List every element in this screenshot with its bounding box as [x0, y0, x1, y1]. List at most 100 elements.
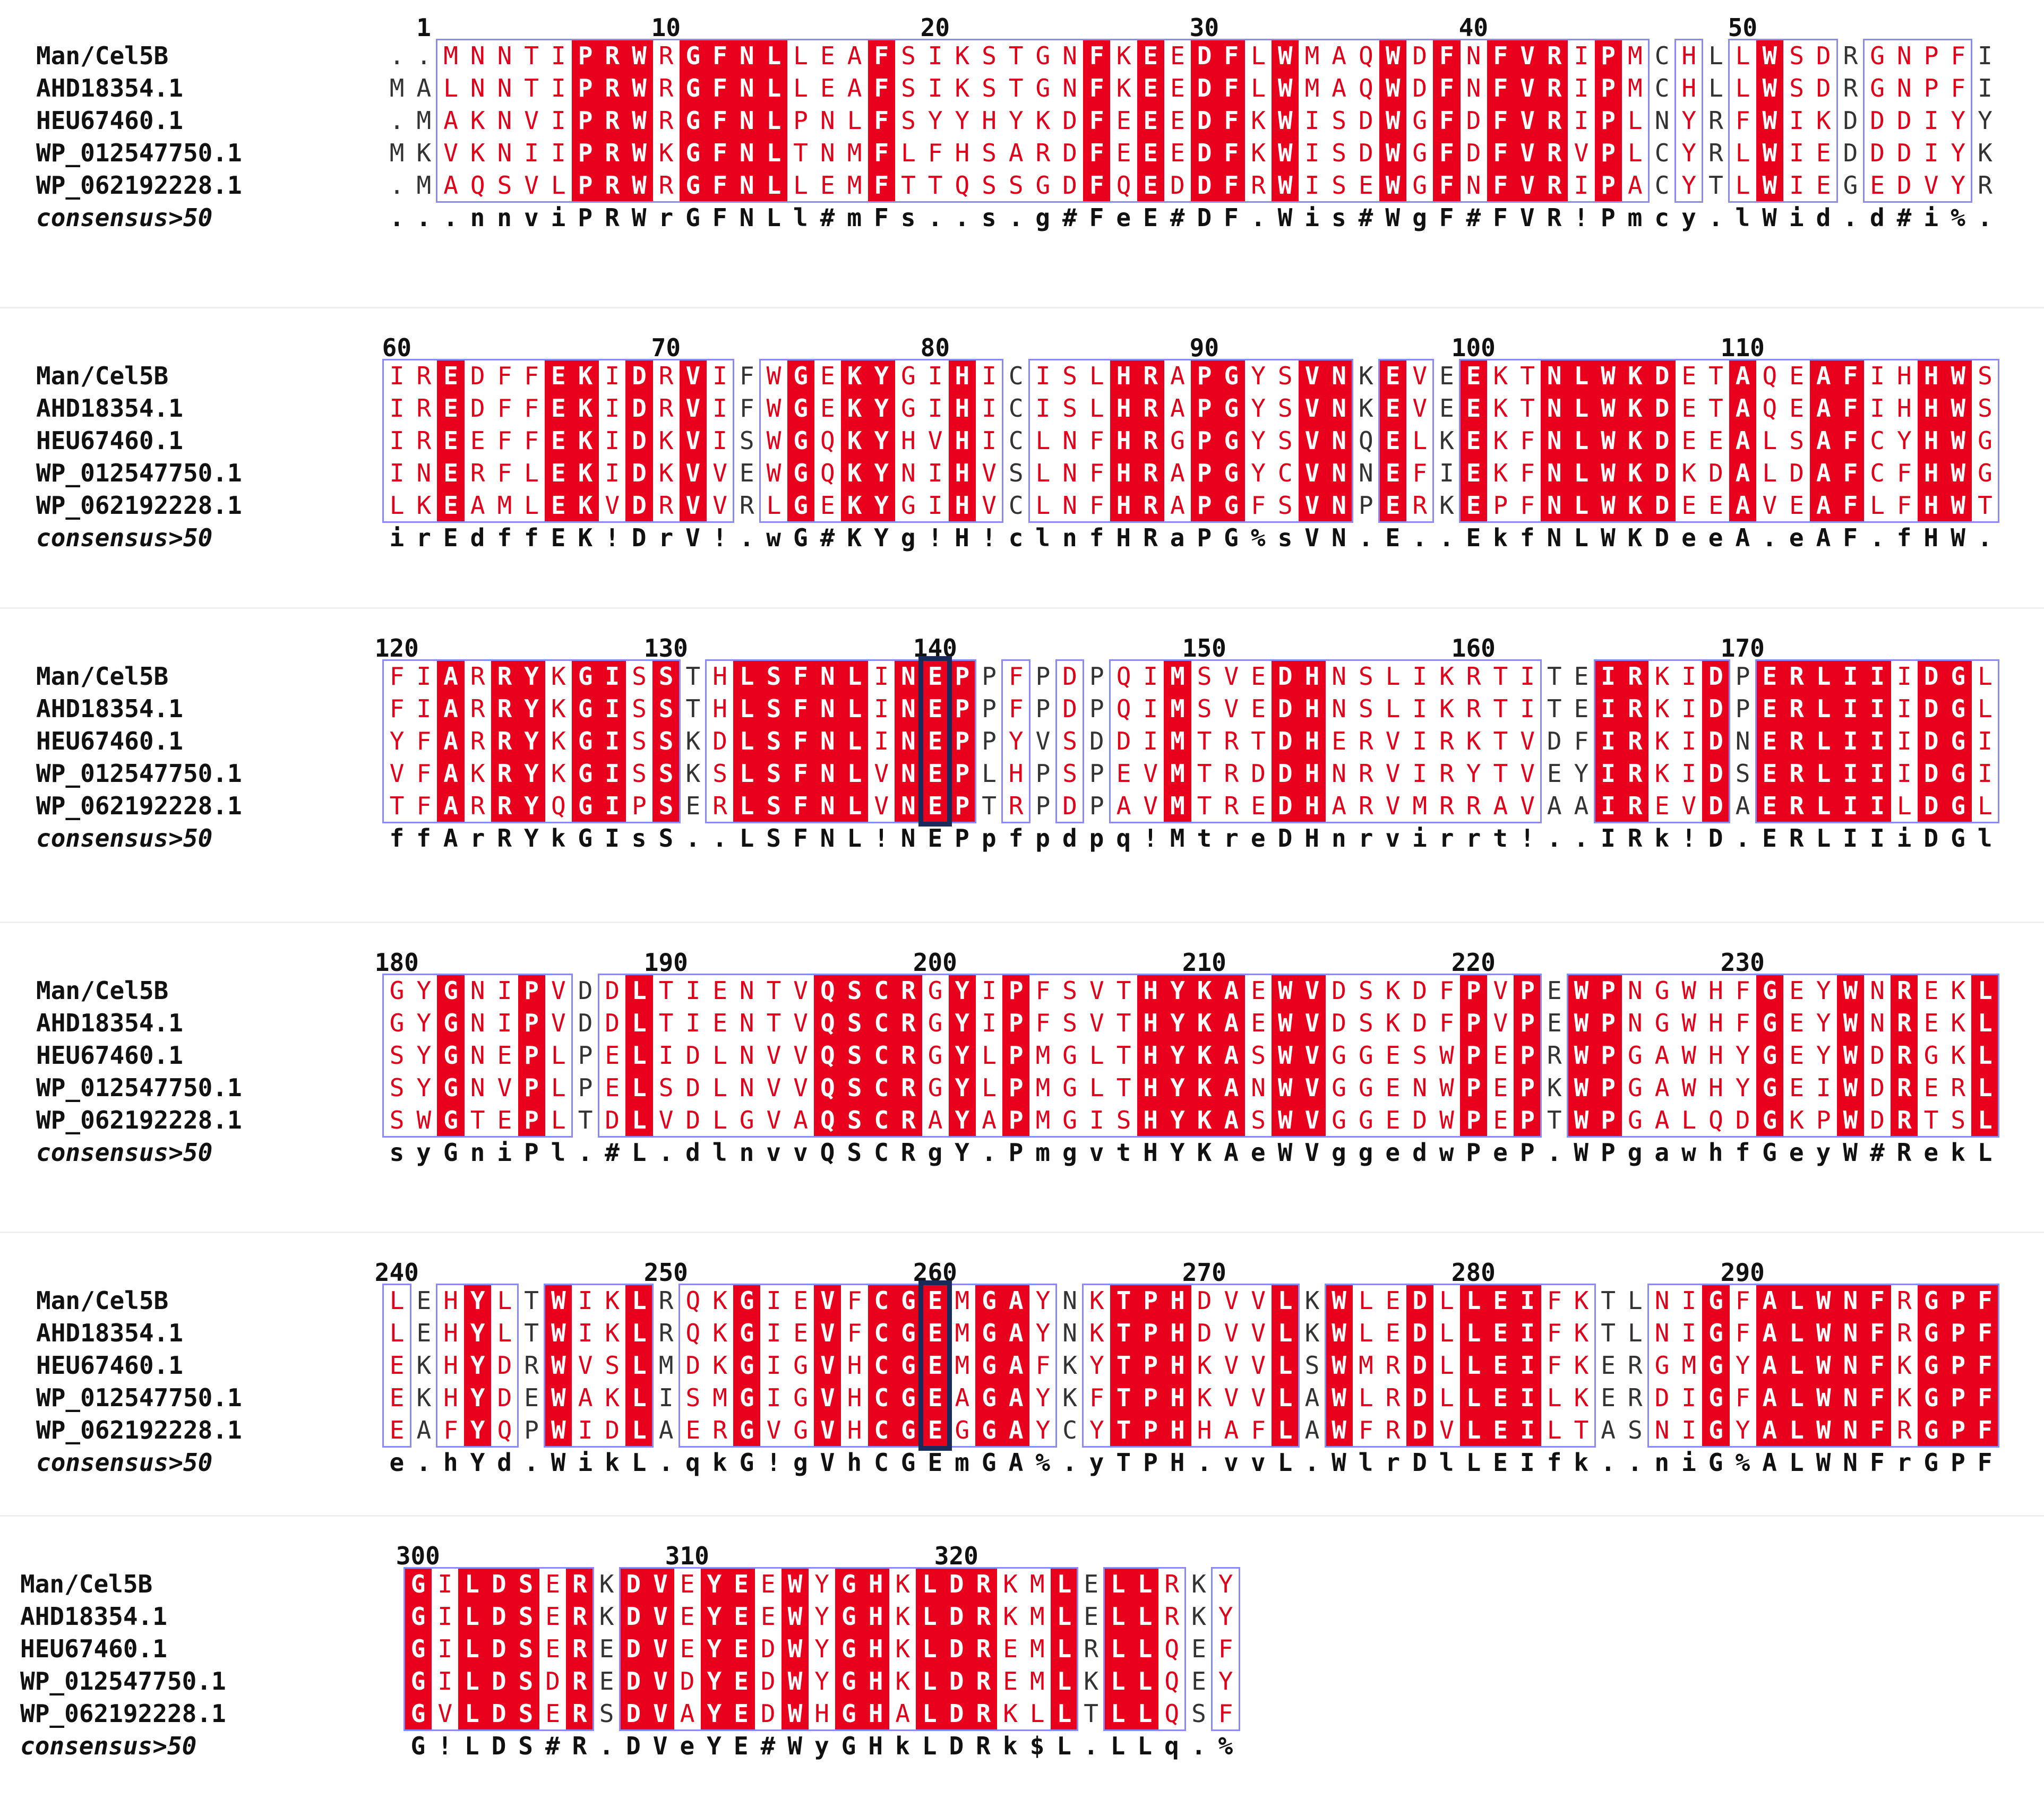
residue: L [840, 790, 869, 822]
residue: R [1412, 491, 1428, 520]
residue: E [1816, 139, 1831, 167]
consensus-residue: K [578, 523, 593, 552]
residue: D [943, 1600, 971, 1633]
residue: Y [1035, 1416, 1051, 1444]
residue: N [497, 139, 512, 167]
residue: Y [1035, 1383, 1051, 1412]
residue: P [1002, 1039, 1030, 1072]
residue: V [524, 106, 539, 135]
consensus-residue: ! [1574, 203, 1588, 232]
consensus-residue: L [766, 203, 781, 232]
residue: H [1708, 1009, 1723, 1037]
residue: E [416, 1286, 432, 1315]
consensus-residue: e [1923, 1138, 1939, 1167]
residue: L [1971, 1039, 1999, 1072]
residue: L [1131, 1698, 1159, 1730]
residue: F [1487, 105, 1514, 137]
residue: V [497, 1073, 512, 1102]
residue: W [1325, 1382, 1353, 1414]
residue: G [1062, 1106, 1077, 1134]
consensus-residue: K [1197, 1138, 1212, 1167]
residue: N [1654, 1286, 1670, 1315]
residue: I [1143, 662, 1158, 691]
residue: P [1944, 1285, 1972, 1317]
residue: K [416, 1351, 432, 1380]
residue: E [545, 425, 572, 457]
residue: E [545, 360, 572, 392]
residue: G [1917, 1285, 1945, 1317]
consensus-residue: . [1708, 203, 1723, 232]
residue: G [787, 360, 814, 392]
residue: F [847, 1319, 862, 1347]
residue: V [814, 1285, 841, 1317]
residue: T [1708, 394, 1723, 423]
residue: S [840, 1039, 869, 1072]
consensus-residue: W [787, 1732, 802, 1760]
residue: T [1116, 976, 1131, 1005]
residue: M [1358, 1351, 1373, 1380]
residue: L [1567, 425, 1595, 457]
residue: K [1574, 1286, 1589, 1315]
residue: E [1084, 1602, 1098, 1631]
residue: G [975, 1414, 1003, 1447]
residue: A [443, 171, 458, 200]
residue: L [551, 1106, 566, 1134]
residue: K [895, 1570, 911, 1598]
residue: W [1756, 169, 1783, 202]
residue: M [955, 1319, 970, 1347]
residue: I [1836, 790, 1865, 822]
consensus-residue: . [443, 203, 458, 232]
residue: . [389, 106, 405, 135]
residue: C [868, 1285, 895, 1317]
residue: C [868, 1007, 895, 1039]
consensus-residue: e [1681, 523, 1696, 552]
sequence-name: WP_062192228.1 [36, 1416, 242, 1444]
ruler-number: 50 [1728, 13, 1758, 42]
residue: E [1137, 40, 1164, 72]
residue: S [389, 1073, 405, 1102]
residue: Y [1089, 1351, 1104, 1380]
residue: S [1358, 694, 1373, 723]
residue: D [1406, 1285, 1433, 1317]
residue: W [1836, 1104, 1865, 1137]
residue: D [943, 1665, 971, 1698]
residue: I [1594, 725, 1622, 758]
residue: I [1978, 41, 1993, 70]
consensus-residue: E [1143, 203, 1158, 232]
residue: S [512, 1698, 540, 1730]
residue: P [1944, 1349, 1972, 1382]
residue: P [1191, 360, 1218, 392]
residue: L [625, 1382, 653, 1414]
residue: H [948, 489, 976, 522]
residue: I [1412, 662, 1428, 691]
residue: W [1836, 1072, 1865, 1104]
consensus-residue: s [631, 824, 647, 853]
residue: A [437, 693, 465, 725]
residue: N [1062, 1286, 1077, 1315]
consensus-residue: e [389, 1448, 405, 1477]
residue: P [1460, 1039, 1488, 1072]
ruler-number: 60 [382, 333, 412, 362]
residue: I [437, 1634, 453, 1663]
residue: E [1460, 425, 1488, 457]
residue: A [1729, 457, 1757, 489]
consensus-residue: r [470, 824, 485, 853]
residue: S [760, 660, 788, 693]
residue: W [1756, 105, 1783, 137]
residue: W [1681, 976, 1697, 1005]
residue: D [943, 1568, 971, 1600]
residue: G [1332, 1106, 1346, 1134]
residue: K [1493, 459, 1508, 487]
residue: I [605, 459, 620, 487]
residue: S [1062, 362, 1077, 390]
residue: V [647, 1600, 674, 1633]
residue: P [1735, 694, 1750, 723]
residue: N [497, 74, 512, 102]
residue: W [781, 1568, 809, 1600]
residue: N [1358, 459, 1373, 487]
residue: K [1035, 106, 1051, 135]
residue: N [1251, 1073, 1266, 1102]
residue: P [1944, 1317, 1972, 1349]
consensus-residue: W [1816, 1448, 1831, 1477]
residue: L [1735, 41, 1750, 70]
